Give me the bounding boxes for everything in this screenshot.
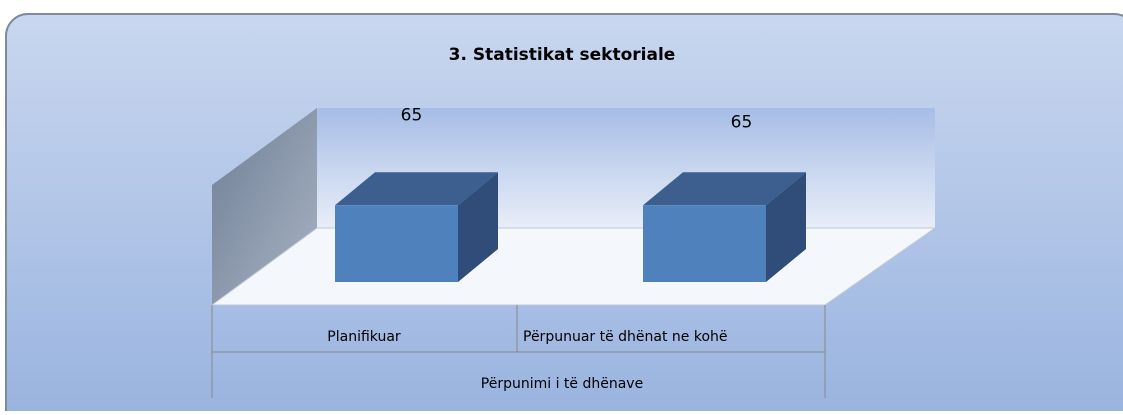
data-label: 65 <box>731 112 753 132</box>
chart-title: 3. Statistikat sektoriale <box>449 45 676 65</box>
bar-top <box>335 172 498 206</box>
side-wall <box>212 108 317 305</box>
x-tick-label: Përpunuar të dhënat ne kohë <box>523 329 728 345</box>
data-label: 65 <box>401 105 423 125</box>
bar <box>643 205 766 282</box>
x-tick-label: Planifikuar <box>327 329 401 345</box>
group-label: Përpunimi i të dhënave <box>481 376 643 392</box>
bar-side <box>458 172 498 282</box>
floor <box>210 227 937 306</box>
category-table <box>211 305 826 398</box>
bar <box>335 205 458 282</box>
bar-top <box>643 172 806 206</box>
bar-side <box>766 172 806 282</box>
